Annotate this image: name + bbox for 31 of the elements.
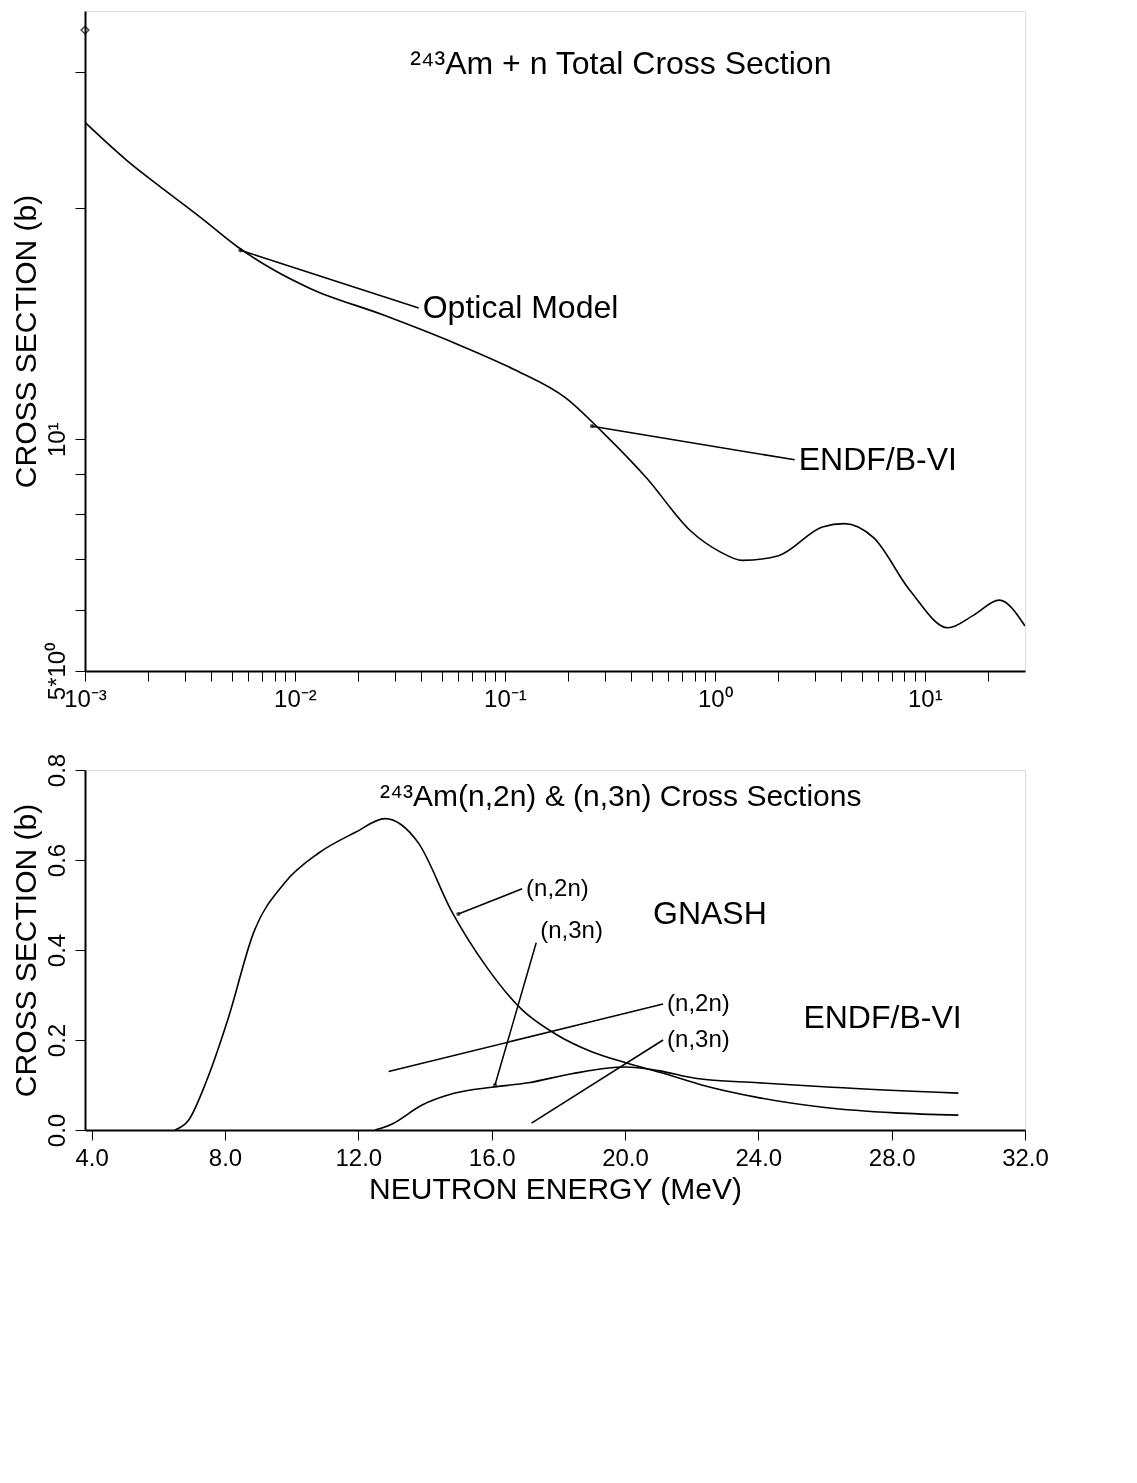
annotation: (n,3n) — [540, 915, 603, 943]
x-tick-label: 16.0 — [468, 1143, 516, 1171]
y-tick-label: 0.0 — [42, 1113, 70, 1148]
x-tick-label: 12.0 — [335, 1143, 383, 1171]
x-tick-label: 24.0 — [735, 1143, 783, 1171]
x-tick-label: 28.0 — [868, 1143, 916, 1171]
x-tick-label: 4.0 — [75, 1143, 109, 1171]
x-tick-label: 8.0 — [208, 1143, 243, 1171]
x-tick-label: 10⁻² — [274, 684, 317, 712]
x-axis-title: NEUTRON ENERGY (MeV) — [369, 1171, 742, 1205]
y-tick-label: 0.4 — [42, 933, 70, 968]
annotation: (n,2n) — [667, 989, 730, 1016]
y-axis-title: CROSS SECTION (b) — [8, 803, 42, 1098]
y-tick-label: 0.8 — [42, 753, 70, 788]
y-tick-label: 10¹ — [42, 422, 70, 458]
y-tick-label: 0.6 — [42, 843, 70, 878]
y-axis-title: CROSS SECTION (b) — [8, 194, 42, 489]
annotation: ENDF/B-VI — [798, 440, 957, 477]
annotation: Optical Model — [422, 289, 619, 325]
annotation: ENDF/B-VI — [803, 999, 962, 1036]
x-tick-label: 20.0 — [602, 1143, 649, 1171]
chart-title: ²⁴³Am(n,2n) & (n,3n) Cross Sections — [380, 779, 862, 812]
y-tick-label: 0.2 — [42, 1023, 70, 1058]
annotation: (n,3n) — [667, 1025, 730, 1052]
x-tick-label: 10⁰ — [698, 684, 733, 712]
annotation: GNASH — [653, 895, 767, 931]
x-tick-label: 32.0 — [1002, 1143, 1049, 1171]
text: ²⁴³Am + n Total Cross Section — [410, 45, 832, 81]
x-tick-label: 10¹ — [907, 684, 943, 712]
annotation: (n,2n) — [526, 873, 589, 901]
x-tick-label: 10⁻¹ — [484, 684, 527, 712]
